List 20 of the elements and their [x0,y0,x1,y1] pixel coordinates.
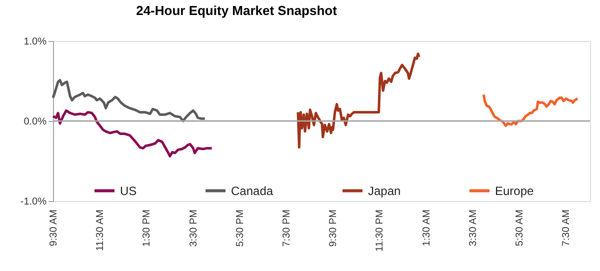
x-tick-label: 1:30 PM [142,210,153,247]
x-tick-label: 3:30 AM [468,210,479,246]
y-tick-label: 1.0% [24,36,47,48]
x-tick-label: 7:30 AM [561,210,572,246]
legend-label: Canada [231,184,274,198]
legend-label: Europe [495,184,534,198]
x-tick-label: 3:30 PM [188,210,200,247]
x-tick-label: 5:30 PM [234,210,246,247]
legend-label: US [120,184,137,198]
y-tick-label: -1.0% [20,196,47,208]
x-tick-label: 11:30 PM [374,210,386,252]
x-tick-label: 5:30 AM [514,210,526,246]
x-tick-label: 7:30 PM [281,210,292,247]
chart-title: 24-Hour Equity Market Snapshot [136,3,338,18]
x-tick-label: 11:30 AM [95,210,106,252]
x-tick-label: 1:30 AM [421,210,432,246]
y-tick-label: 0.0% [24,116,47,128]
legend-label: Japan [368,184,401,198]
x-tick-label: 9:30 PM [328,210,340,247]
x-tick-label: 9:30 AM [48,210,60,246]
